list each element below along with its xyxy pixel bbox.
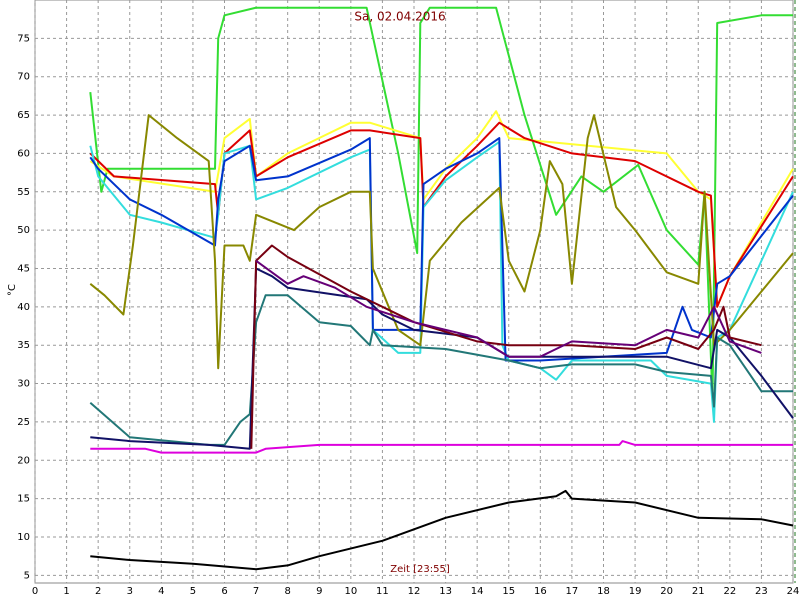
y-tick-label: 10 (17, 532, 30, 543)
y-tick-label: 60 (17, 148, 30, 159)
y-tick-label: 40 (17, 302, 30, 313)
y-tick-label: 75 (17, 33, 30, 44)
x-tick-label: 4 (158, 586, 164, 597)
x-tick-label: 2 (95, 586, 101, 597)
x-axis-label: Zeit [23:55] (390, 564, 450, 575)
series-line (89, 294, 793, 446)
series-line (90, 267, 794, 450)
x-tick-label: 15 (502, 586, 515, 597)
series-line (89, 114, 794, 370)
y-tick-label: 25 (17, 417, 30, 428)
series-line (255, 259, 762, 358)
grid (34, 0, 794, 583)
plot-area (34, 0, 794, 584)
y-tick-label: 15 (17, 494, 30, 505)
x-tick-label: 18 (597, 586, 610, 597)
y-tick-label: 30 (17, 379, 30, 390)
lines (89, 6, 794, 571)
x-tick-label: 11 (376, 586, 389, 597)
series-line (90, 440, 793, 454)
y-tick-label: 70 (17, 72, 30, 83)
x-tick-label: 7 (253, 586, 259, 597)
x-tick-label: 16 (534, 586, 547, 597)
x-tick-label: 14 (471, 586, 484, 597)
x-tick-label: 19 (629, 586, 642, 597)
x-tick-label: 6 (221, 586, 227, 597)
x-tick-label: 1 (63, 586, 69, 597)
x-tick-label: 12 (408, 586, 421, 597)
y-tick-label: 20 (17, 455, 30, 466)
x-tick-label: 9 (316, 586, 322, 597)
x-tick-label: 20 (660, 586, 673, 597)
y-tick-label: 50 (17, 225, 30, 236)
x-tick-label: 3 (127, 586, 133, 597)
y-tick-label: 35 (17, 340, 30, 351)
chart-title: Sa, 02.04.2016 (354, 10, 445, 24)
x-tick-label: 13 (439, 586, 452, 597)
x-tick-label: 8 (284, 586, 290, 597)
y-tick-label: 55 (17, 187, 30, 198)
y-tick-label: 45 (17, 263, 30, 274)
y-tick-label: 5 (24, 570, 30, 581)
x-tick-label: 23 (755, 586, 768, 597)
x-tick-label: 5 (190, 586, 196, 597)
x-tick-label: 21 (692, 586, 705, 597)
x-tick-label: 22 (723, 586, 736, 597)
x-tick-label: 24 (787, 586, 800, 597)
x-tick-label: 0 (32, 586, 38, 597)
x-tick-label: 10 (344, 586, 357, 597)
x-tick-label: 17 (566, 586, 579, 597)
y-tick-label: 65 (17, 110, 30, 121)
y-axis-label: °C (7, 284, 18, 296)
series-line (90, 489, 794, 571)
